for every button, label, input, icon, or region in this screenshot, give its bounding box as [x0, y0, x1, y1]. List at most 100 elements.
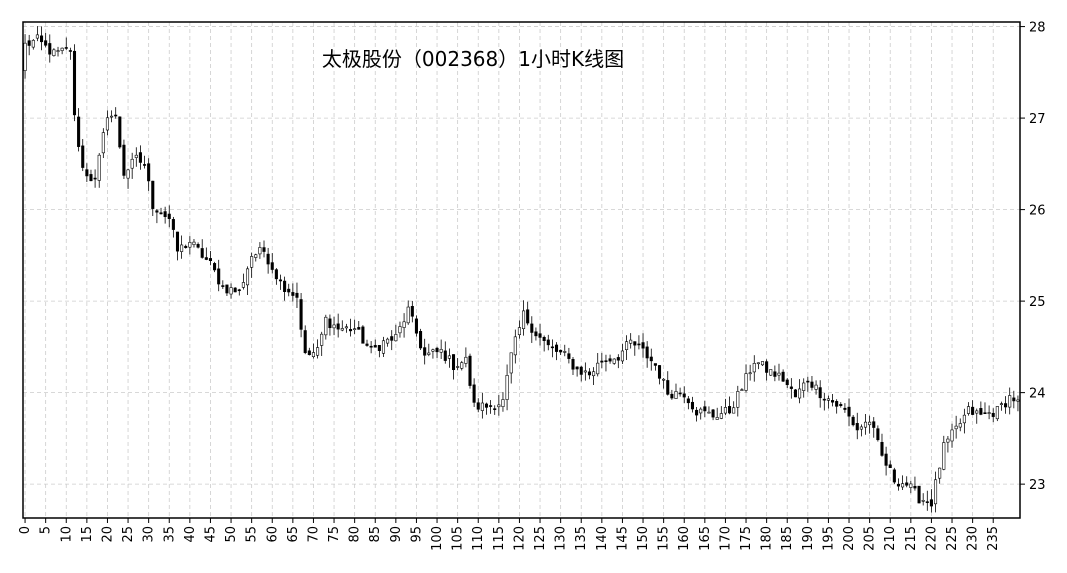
candle-body: [703, 406, 707, 412]
y-tick-label: 26: [1029, 204, 1046, 219]
candle-body: [93, 177, 97, 180]
candle-body: [831, 400, 835, 403]
candle-body: [785, 379, 789, 386]
candle-body: [596, 362, 600, 375]
x-tick-label: 160: [677, 526, 692, 551]
candle-body: [1016, 399, 1020, 402]
candle-body: [274, 269, 278, 280]
candle-body: [340, 328, 344, 331]
candle-body: [134, 154, 138, 158]
candle-body: [138, 152, 142, 163]
candle-body: [732, 407, 736, 414]
x-tick-label: 205: [863, 526, 878, 551]
x-tick-label: 175: [739, 526, 754, 551]
candle-body: [835, 401, 839, 407]
candle-body: [715, 417, 719, 420]
candle-body: [40, 35, 44, 43]
x-tick-label: 90: [389, 526, 404, 543]
candle-body: [723, 407, 727, 414]
candle-body: [245, 268, 250, 286]
candle-body: [213, 263, 217, 271]
candle-body: [859, 426, 863, 430]
candle-body: [85, 169, 89, 177]
x-tick-label: 220: [924, 526, 939, 551]
candle-body: [505, 375, 509, 400]
candle-body: [250, 256, 254, 268]
x-tick-label: 10: [59, 526, 74, 543]
candle-body: [188, 242, 192, 248]
candle-body: [975, 410, 979, 414]
candle-body: [851, 416, 855, 426]
candle-body: [480, 402, 484, 411]
candle-body: [756, 362, 760, 365]
candle-body: [604, 360, 608, 362]
candle-body: [447, 355, 451, 359]
candle-body: [522, 310, 526, 330]
candle-body: [534, 331, 538, 337]
candle-body: [44, 40, 48, 46]
candle-body: [402, 321, 406, 328]
x-tick-label: 145: [615, 526, 630, 551]
candle-body: [192, 241, 196, 245]
candle-body: [637, 343, 641, 346]
candle-body: [966, 406, 971, 414]
candle-body: [884, 453, 888, 466]
x-tick-label: 100: [430, 526, 445, 551]
candle-body: [332, 324, 336, 329]
candle-body: [398, 326, 402, 334]
candle-body: [52, 49, 56, 56]
candle-body: [670, 393, 674, 399]
candle-body: [72, 50, 77, 116]
candle-body: [777, 372, 781, 376]
candle-body: [126, 169, 130, 179]
candle-body: [934, 479, 938, 505]
candle-body: [77, 116, 81, 147]
candle-body: [89, 174, 93, 182]
x-tick-label: 5: [39, 526, 54, 534]
candle-body: [946, 438, 950, 443]
candle-body: [773, 371, 777, 377]
candle-body: [200, 248, 204, 258]
candle-body: [423, 347, 427, 356]
candle-body: [435, 347, 439, 353]
candle-body: [237, 289, 241, 292]
candle-body: [781, 371, 785, 382]
candle-body: [983, 412, 987, 415]
candle-body: [991, 412, 995, 417]
candle-body: [357, 327, 361, 330]
candle-body: [118, 116, 122, 148]
x-tick-label: 165: [698, 526, 713, 551]
candle-body: [896, 483, 901, 487]
candle-body: [229, 287, 233, 295]
x-tick-label: 105: [451, 526, 466, 551]
candle-body: [48, 43, 52, 55]
x-tick-label: 180: [760, 526, 775, 551]
candle-body: [489, 405, 493, 407]
candle-body: [110, 115, 114, 118]
candle-body: [225, 284, 229, 294]
candle-body: [814, 384, 818, 390]
candle-body: [336, 323, 340, 330]
candle-body: [748, 372, 752, 375]
x-tick-label: 60: [265, 526, 280, 543]
candle-body: [629, 339, 633, 344]
candle-body: [431, 349, 435, 352]
candle-body: [616, 357, 620, 361]
candle-body: [892, 469, 896, 483]
candle-body: [493, 408, 497, 410]
candle-body: [798, 388, 802, 399]
x-tick-label: 20: [100, 526, 115, 543]
candle-body: [682, 393, 686, 398]
candle-body: [546, 339, 550, 346]
candle-body: [233, 287, 237, 293]
candle-body: [208, 258, 212, 262]
candle-body: [270, 262, 274, 270]
x-tick-label: 190: [801, 526, 816, 551]
candle-body: [987, 412, 991, 414]
x-tick-label: 120: [512, 526, 527, 551]
candle-body: [101, 132, 105, 154]
candle-body: [171, 219, 175, 230]
candle-body: [942, 442, 946, 470]
candle-body: [822, 398, 826, 401]
